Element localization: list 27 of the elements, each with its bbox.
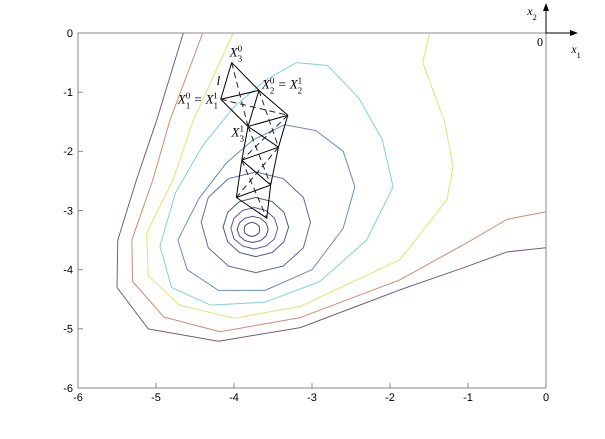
line-series: [220, 62, 288, 219]
y-tick-label: -5: [63, 324, 73, 336]
text: x$_{2}$: [526, 4, 537, 22]
x-tick-label: -5: [151, 392, 161, 404]
annotation: 0: [537, 35, 543, 49]
line-series: [222, 196, 290, 258]
x-tick-label: -3: [307, 392, 317, 404]
x-tick-label: -4: [229, 392, 239, 404]
line-series: [236, 216, 269, 243]
line-series: [200, 172, 311, 274]
x-tick-label: -2: [385, 392, 395, 404]
y-tick-label: -4: [63, 264, 73, 277]
line-series: [230, 207, 278, 250]
annotation: l: [216, 72, 221, 88]
text: x$_{1}$: [570, 42, 581, 60]
line-series: [177, 124, 356, 291]
line-series: [159, 62, 394, 306]
y-tick-label: -2: [63, 146, 73, 158]
y-tick-label: -3: [63, 205, 73, 218]
line-series: [244, 222, 260, 238]
x-tick-label: 0: [542, 392, 550, 404]
x-tick-label: -1: [463, 392, 473, 404]
x-tick-label: -6: [73, 392, 83, 404]
line-series: [146, 33, 454, 319]
y-tick-label: -6: [63, 382, 73, 395]
y-tick-label: 0: [66, 28, 73, 40]
y-tick-label: -1: [63, 87, 73, 100]
